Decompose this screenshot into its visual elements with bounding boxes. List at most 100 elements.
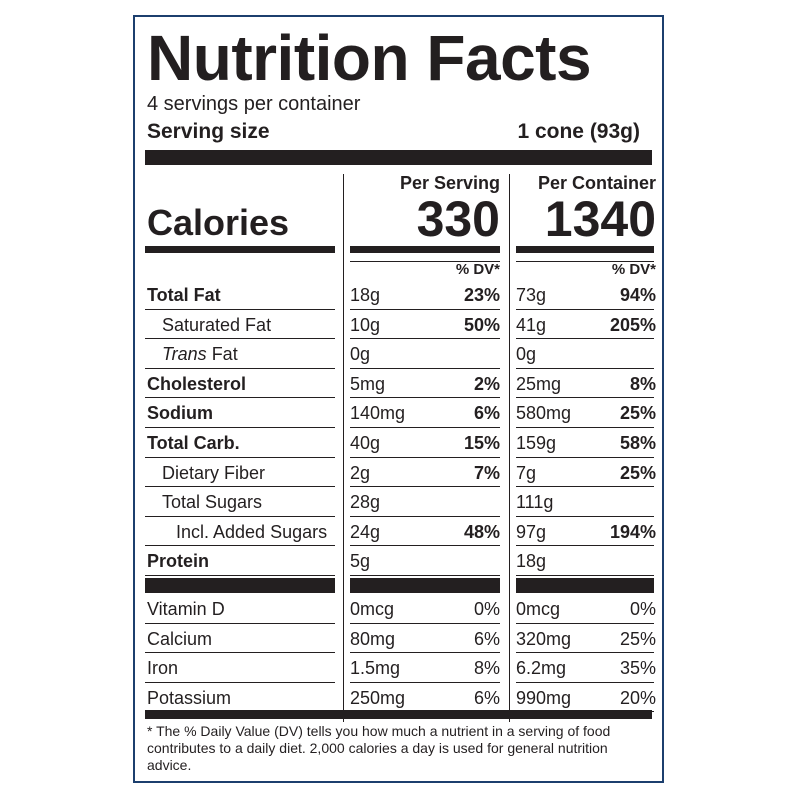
serving-dv: 6% — [473, 403, 500, 424]
row-rule — [516, 338, 654, 340]
container-amount: 18g — [516, 551, 547, 572]
row-rule — [145, 622, 335, 624]
nutrient-label: Total Fat — [147, 285, 221, 305]
row-rule — [145, 575, 335, 576]
serving-size-value: 1 cone (93g) — [517, 120, 640, 143]
row-rule — [145, 338, 335, 340]
row-rule — [350, 575, 500, 576]
dv-header-container: % DV* — [611, 261, 656, 278]
row-rule — [145, 367, 335, 369]
row-rule — [516, 515, 654, 517]
row-rule — [145, 681, 335, 683]
row-rule — [145, 486, 335, 488]
row-rule — [516, 486, 654, 488]
nutrient-row: Calcium 80mg 6% 320mg 25% — [135, 624, 662, 653]
row-rule — [350, 681, 500, 683]
nutrient-label: Protein — [147, 551, 210, 572]
row-rule — [516, 622, 654, 624]
container-amount: 111g — [516, 492, 554, 513]
dv-header-serving: % DV* — [455, 261, 500, 278]
row-rule — [350, 456, 500, 458]
row-rule — [350, 515, 500, 517]
nutrient-label: Calcium — [147, 628, 213, 649]
nutrient-row: Saturated Fat 10g 50% 41g 205% — [135, 310, 662, 339]
container-amount: 159g — [516, 433, 557, 453]
nutrient-row: Incl. Added Sugars 24g 48% 97g 194% — [135, 517, 662, 546]
nutrient-row: Total Carb. 40g 15% 159g 58% — [135, 428, 662, 457]
row-rule — [350, 397, 500, 399]
row-rule — [516, 397, 654, 399]
nutrient-row: Sodium 140mg 6% 580mg 25% — [135, 398, 662, 427]
row-rule — [145, 652, 335, 653]
row-rule — [516, 652, 654, 653]
container-dv: 205% — [609, 314, 656, 335]
nutrient-row: Cholesterol 5mg 2% 25mg 8% — [135, 369, 662, 398]
row-rule — [145, 456, 335, 458]
serving-dv: 15% — [463, 433, 500, 453]
serving-amount: 2g — [350, 462, 371, 483]
nutrient-label: Vitamin D — [147, 599, 225, 619]
nutrient-label: Total Sugars — [162, 492, 263, 513]
serving-amount: 0mcg — [350, 599, 395, 619]
container-amount: 6.2mg — [516, 658, 567, 678]
nutrient-row: Iron 1.5mg 8% 6.2mg 35% — [135, 653, 662, 682]
thick-divider-bottom — [145, 710, 652, 719]
footnote: * The % Daily Value (DV) tells you how m… — [147, 723, 611, 773]
container-dv: 94% — [619, 285, 656, 305]
row-rule — [350, 652, 500, 653]
row-rule — [516, 308, 654, 310]
nutrition-facts-label: Nutrition Facts 4 servings per container… — [133, 15, 664, 783]
container-dv: 25% — [619, 462, 656, 483]
nutrient-row: Trans Fat 0g 0g — [135, 339, 662, 368]
serving-amount: 250mg — [350, 687, 406, 708]
row-rule — [350, 338, 500, 340]
nutrient-label: Cholesterol — [147, 373, 247, 394]
nutrient-label-rest: Fat — [206, 344, 238, 365]
nutrient-row: Total Fat 18g 23% 73g 94% — [135, 280, 662, 309]
calories-divider-container — [516, 246, 654, 253]
row-rule — [516, 681, 654, 683]
container-amount: 580mg — [516, 403, 572, 424]
per-container-header: Per Container — [537, 173, 656, 193]
row-rule — [516, 456, 654, 458]
serving-amount: 24g — [350, 521, 381, 542]
serving-dv: 0% — [473, 599, 500, 619]
container-dv: 20% — [619, 687, 656, 708]
row-rule — [350, 427, 500, 428]
column-divider-container — [509, 174, 510, 722]
label-title: Nutrition Facts — [147, 22, 592, 94]
container-amount: 97g — [516, 521, 547, 542]
column-divider-serving — [343, 174, 344, 722]
container-amount: 7g — [516, 462, 537, 483]
container-amount: 25mg — [516, 373, 562, 394]
calories-divider-label — [145, 246, 335, 253]
serving-dv: 50% — [463, 314, 500, 335]
serving-amount: 28g — [350, 492, 381, 513]
nutrient-label: Trans Fat — [162, 342, 238, 366]
calories-label: Calories — [147, 202, 290, 243]
serving-dv: 7% — [473, 462, 500, 483]
dv-header-rule-serving — [350, 261, 500, 262]
nutrient-label: Iron — [147, 658, 179, 678]
container-dv: 58% — [619, 433, 656, 453]
nutrient-label: Saturated Fat — [162, 314, 272, 335]
serving-amount: 140mg — [350, 403, 406, 424]
dv-header-rule-container — [516, 261, 654, 262]
container-dv: 194% — [609, 521, 656, 542]
serving-dv: 48% — [463, 521, 500, 542]
container-amount: 73g — [516, 285, 547, 305]
serving-dv: 23% — [463, 285, 500, 305]
row-rule — [350, 545, 500, 547]
serving-amount: 80mg — [350, 628, 396, 649]
row-rule — [145, 545, 335, 547]
row-rule — [516, 575, 654, 576]
row-rule — [350, 622, 500, 624]
nutrient-label: Dietary Fiber — [162, 462, 266, 483]
nutrient-label: Incl. Added Sugars — [176, 521, 328, 542]
serving-amount: 40g — [350, 433, 381, 453]
nutrient-label: Potassium — [147, 687, 232, 708]
nutrient-label-italic: Trans — [162, 344, 207, 365]
container-amount: 0mcg — [516, 599, 561, 619]
thick-divider-top — [145, 150, 652, 165]
serving-amount: 18g — [350, 285, 381, 305]
